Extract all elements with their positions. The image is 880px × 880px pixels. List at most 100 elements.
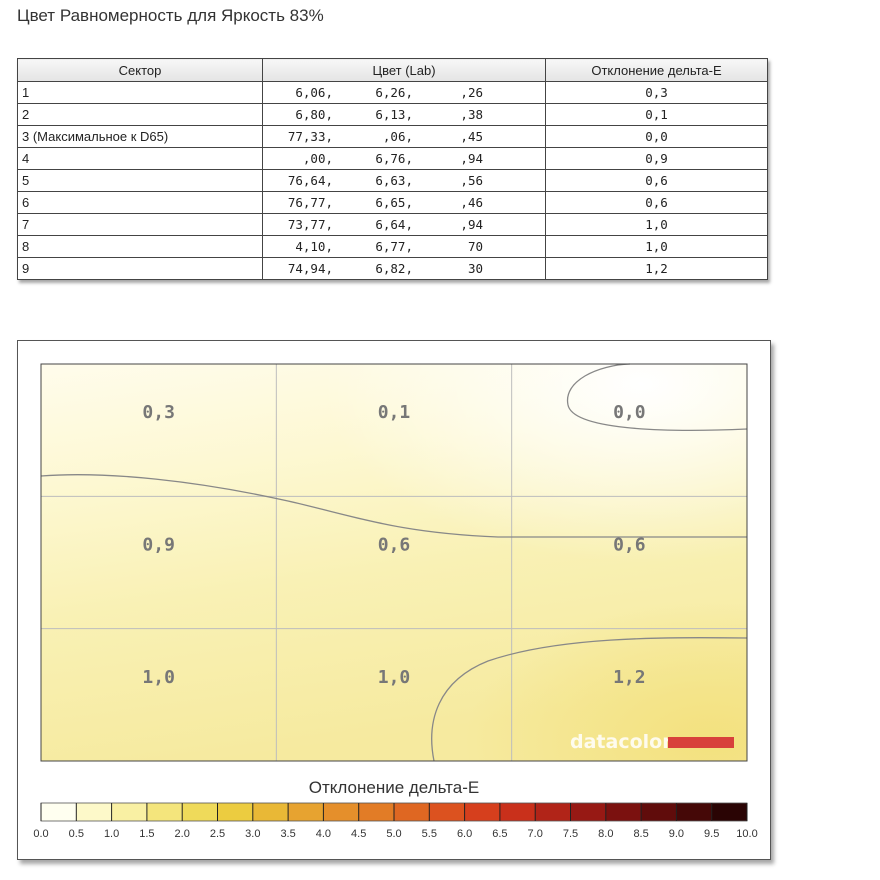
lab-value-b: ,46: [460, 195, 483, 210]
legend-tick-label: 5.5: [422, 828, 437, 840]
header-delta-e: Отклонение дельта-E: [545, 58, 768, 82]
datacolor-logo: datacolor: [570, 731, 672, 753]
legend-color-segment: [676, 803, 713, 821]
lab-value-l: 76,77,: [287, 195, 333, 210]
lab-cell: 6,06, 6,26, ,26: [262, 81, 546, 104]
legend-tick-label: 0.5: [69, 828, 84, 840]
legend-tick-label: 7.5: [563, 828, 578, 840]
lab-value-b: 70: [467, 239, 483, 254]
cell-value-label: 0,3: [142, 402, 175, 423]
table-row: 5 76,64, 6,63, ,56 0,6: [17, 169, 768, 192]
table-body: 1 6,06, 6,26, ,26 0,3 2 6,80, 6,13, ,38 0,1 3 (Мак…: [17, 81, 768, 280]
lab-value-l: 74,94,: [287, 261, 333, 276]
legend-color-segment: [323, 803, 360, 821]
table-row: 7 73,77, 6,64, ,94 1,0: [17, 213, 768, 236]
lab-value-b: ,94: [460, 217, 483, 232]
legend-color-segment: [288, 803, 324, 821]
sector-cell: 4: [17, 147, 263, 170]
lab-value-b: ,26: [460, 85, 483, 100]
contour-line: [431, 637, 748, 762]
cell-value-label: 1,0: [142, 667, 175, 688]
legend-tick-label: 8.0: [598, 828, 613, 840]
header-sector: Сектор: [17, 58, 263, 82]
lab-value-l: 73,77,: [287, 217, 333, 232]
legend-tick-label: 1.5: [139, 828, 154, 840]
heatmap-shading-bottom: [41, 364, 747, 761]
legend-color-segment: [429, 803, 466, 821]
sector-cell: 5: [17, 169, 263, 192]
legend-tick-label: 2.5: [210, 828, 225, 840]
lab-value-l: ,00,: [302, 151, 333, 166]
table-row: 6 76,77, 6,65, ,46 0,6: [17, 191, 768, 214]
legend-tick-label: 9.0: [669, 828, 684, 840]
lab-cell: ,00, 6,76, ,94: [262, 147, 546, 170]
delta-e-cell: 1,2: [545, 257, 768, 280]
table-row: 1 6,06, 6,26, ,26 0,3: [17, 81, 768, 104]
lab-value-a: ,06,: [382, 129, 413, 144]
legend-tick-label: 4.0: [316, 828, 331, 840]
legend-color-segment: [711, 803, 748, 821]
legend-tick-label: 10.0: [736, 828, 757, 840]
lab-value-a: 6,65,: [375, 195, 413, 210]
lab-cell: 4,10, 6,77, 70: [262, 235, 546, 258]
sector-cell: 7: [17, 213, 263, 236]
lab-value-a: 6,77,: [375, 239, 413, 254]
legend-tick-label: 7.0: [528, 828, 543, 840]
delta-e-cell: 0,9: [545, 147, 768, 170]
datacolor-logo-bar: [668, 737, 734, 748]
table-row: 8 4,10, 6,77, 70 1,0: [17, 235, 768, 258]
legend-tick-label: 0.0: [33, 828, 48, 840]
legend-color-segment: [605, 803, 642, 821]
legend-title: Отклонение дельта-E: [308, 778, 480, 797]
header-lab: Цвет (Lab): [262, 58, 546, 82]
lab-value-a: 6,26,: [375, 85, 413, 100]
page-title: Цвет Равномерность для Яркость 83%: [17, 6, 324, 25]
legend-color-segment: [217, 803, 254, 821]
cell-value-label: 0,0: [613, 402, 646, 423]
legend-tick-label: 1.0: [104, 828, 119, 840]
table-row: 9 74,94, 6,82, 30 1,2: [17, 257, 768, 280]
legend-color-segment: [146, 803, 183, 821]
lab-cell: 76,77, 6,65, ,46: [262, 191, 546, 214]
lab-cell: 76,64, 6,63, ,56: [262, 169, 546, 192]
lab-cell: 73,77, 6,64, ,94: [262, 213, 546, 236]
legend-tick-label: 3.5: [280, 828, 295, 840]
lab-value-b: 30: [467, 261, 483, 276]
heatmap-border: [40, 363, 748, 762]
table-row: 2 6,80, 6,13, ,38 0,1: [17, 103, 768, 126]
legend-tick-label: 5.0: [386, 828, 401, 840]
lab-value-l: 76,64,: [287, 173, 333, 188]
legend-color-segment: [252, 803, 289, 821]
legend-tick-label: 6.5: [492, 828, 507, 840]
legend-color-segment: [394, 803, 430, 821]
delta-e-cell: 1,0: [545, 235, 768, 258]
legend-tick-label: 9.5: [704, 828, 719, 840]
lab-value-a: 6,64,: [375, 217, 413, 232]
legend-tick-label: 4.5: [351, 828, 366, 840]
lab-value-l: 4,10,: [295, 239, 333, 254]
lab-value-b: ,38: [460, 107, 483, 122]
cell-value-label: 1,2: [613, 667, 646, 688]
lab-value-l: 77,33,: [287, 129, 333, 144]
lab-value-l: 6,80,: [295, 107, 333, 122]
delta-e-cell: 0,0: [545, 125, 768, 148]
contour-line: [567, 404, 748, 431]
legend-color-segment: [182, 803, 218, 821]
legend-color-segment: [111, 803, 148, 821]
uniformity-chart-panel: 0,3 0,1 0,0 0,9 0,6 0,6 1,0 1,0 1,2 datacolor 0.0 0…: [17, 340, 771, 860]
legend-color-segment: [641, 803, 677, 821]
contour-line: [567, 363, 631, 406]
lab-value-a: 6,13,: [375, 107, 413, 122]
sector-cell: 1: [17, 81, 263, 104]
legend-tick-label: 8.5: [633, 828, 648, 840]
lab-value-b: ,56: [460, 173, 483, 188]
table-header-row: Сектор Цвет (Lab) Отклонение дельта-E: [17, 58, 768, 82]
cell-value-label: 1,0: [378, 667, 411, 688]
legend-tick-label: 6.0: [457, 828, 472, 840]
cell-value-label: 0,9: [142, 535, 175, 556]
legend-tick-label: 3.0: [245, 828, 260, 840]
legend-color-segment: [41, 803, 77, 821]
lab-cell: 6,80, 6,13, ,38: [262, 103, 546, 126]
legend-color-segment: [499, 803, 536, 821]
legend-color-segment: [464, 803, 501, 821]
